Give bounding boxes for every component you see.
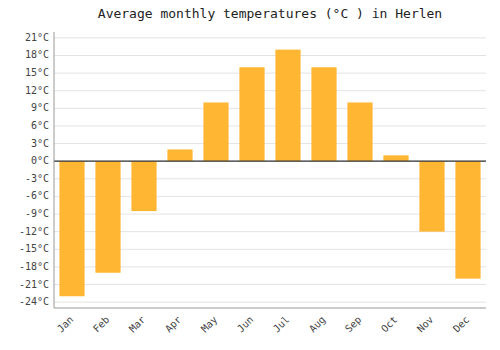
x-tick-label: Apr [163, 314, 184, 335]
baseline [54, 161, 486, 162]
grid-line [54, 284, 486, 285]
bar: Mar [131, 161, 156, 211]
y-tick-label: 12°C [25, 85, 49, 96]
grid-line [54, 90, 486, 91]
x-tick-label: Jul [271, 314, 292, 335]
x-tick-label: Mar [127, 314, 148, 335]
x-tick-label: Jan [55, 314, 76, 335]
y-tick-label: -15°C [19, 243, 49, 254]
x-tick-label: Feb [91, 314, 112, 335]
bar: Dec [455, 161, 480, 278]
bar: Feb [95, 161, 120, 273]
x-axis-line [54, 308, 486, 309]
x-tick-label: Jun [235, 314, 256, 335]
x-tick-label: Sep [343, 314, 364, 335]
grid-line [54, 143, 486, 144]
x-axis: Jan Feb Mar Apr May Jun Jul Aug Sep Oct Nov Dec [55, 314, 472, 335]
chart-svg: Jan Feb Mar Apr May Jun Jul Aug Sep Oct Nov Dec -24°… [0, 0, 500, 350]
y-axis-line [54, 32, 55, 308]
y-tick-label: 3°C [31, 138, 49, 149]
y-axis: -24°C -21°C -18°C -15°C -12°C -9°C -6°C -3°C 0°C… [19, 32, 49, 307]
grid-line [54, 55, 486, 56]
bar: Oct [383, 155, 408, 161]
y-tick-label: -12°C [19, 226, 49, 237]
y-tick-label: 6°C [31, 120, 49, 131]
y-tick-label: 9°C [31, 102, 49, 113]
bar: Apr [167, 149, 192, 161]
bar: Jul [275, 50, 300, 162]
y-tick-label: 0°C [31, 155, 49, 166]
grid-line [54, 73, 486, 74]
bar: Jan [59, 161, 84, 296]
y-tick-label: -24°C [19, 296, 49, 307]
x-tick-label: Nov [415, 314, 436, 335]
bar: May [203, 102, 228, 161]
x-tick-label: Aug [307, 314, 328, 335]
x-tick-label: Oct [379, 314, 400, 335]
grid [54, 38, 486, 302]
bar: Nov [419, 161, 444, 231]
bar: Jun [239, 67, 264, 161]
y-tick-label: -9°C [25, 208, 49, 219]
x-tick-label: Dec [451, 314, 472, 335]
title: Average monthly temperatures (°C ) in He… [98, 6, 442, 21]
x-tick-label: May [199, 314, 220, 335]
bar: Sep [347, 102, 372, 161]
y-tick-label: -18°C [19, 261, 49, 272]
y-tick-label: -3°C [25, 173, 49, 184]
grid-line [54, 108, 486, 109]
y-tick-label: 18°C [25, 49, 49, 60]
y-tick-label: 21°C [25, 32, 49, 43]
grid-line [54, 161, 486, 162]
grid-line [54, 37, 486, 38]
chart-container: Jan Feb Mar Apr May Jun Jul Aug Sep Oct Nov Dec -24°… [0, 0, 500, 350]
bar: Aug [311, 67, 336, 161]
y-tick-label: -6°C [25, 190, 49, 201]
grid-line [54, 125, 486, 126]
bars: Jan Feb Mar Apr May Jun Jul Aug Sep Oct Nov Dec [59, 50, 480, 297]
grid-line [54, 302, 486, 303]
y-tick-label: 15°C [25, 67, 49, 78]
y-tick-label: -21°C [19, 279, 49, 290]
